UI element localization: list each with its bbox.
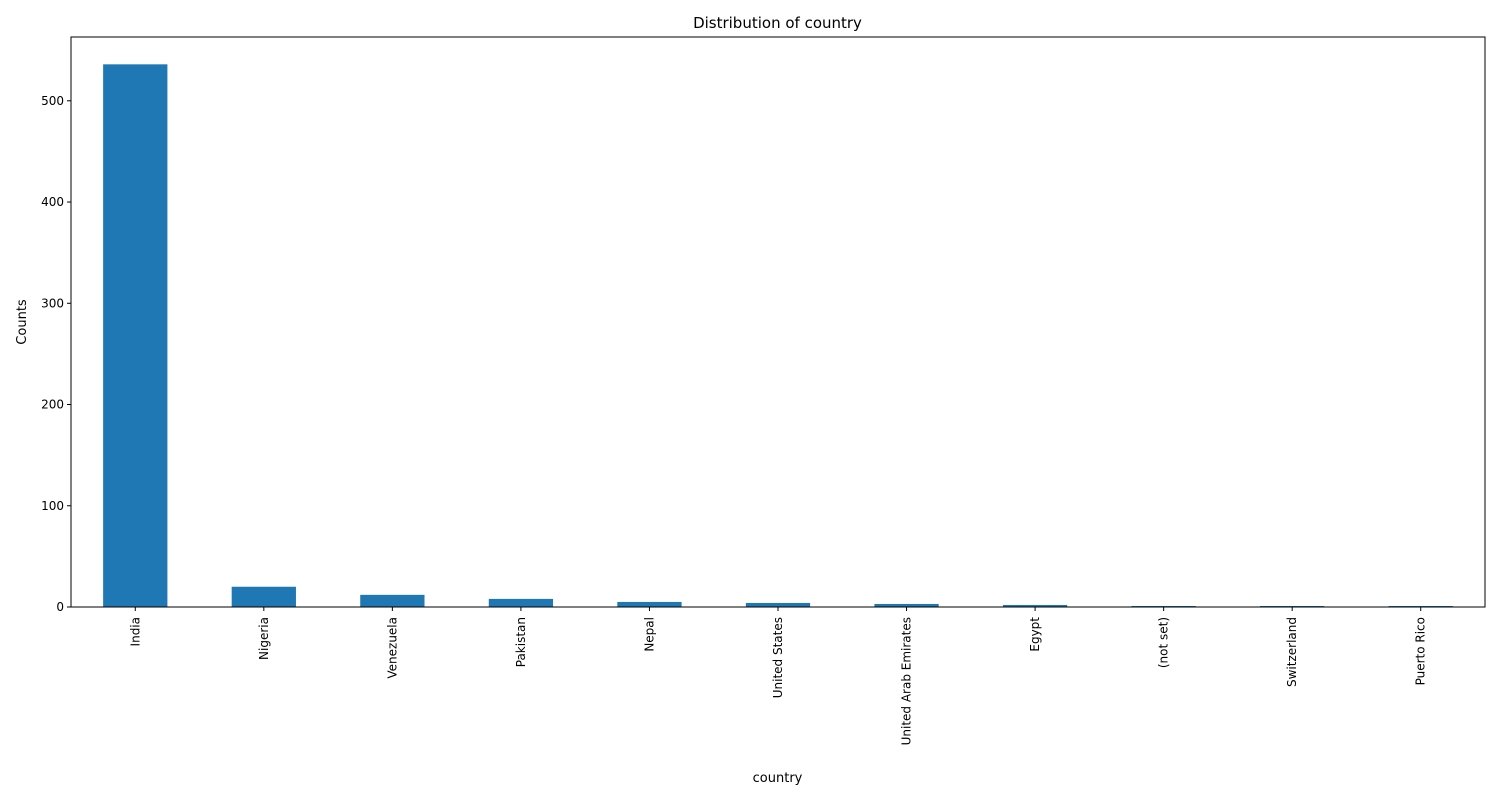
bar-0 xyxy=(103,64,168,608)
bar-5 xyxy=(745,602,811,607)
bar-4 xyxy=(617,601,682,607)
x-tick-label: (not set) xyxy=(1157,617,1171,668)
x-tick-label: United Arab Emirates xyxy=(900,617,914,745)
x-tick-label: Egypt xyxy=(1028,617,1042,652)
y-axis-label: Counts xyxy=(15,299,30,345)
y-axis-ticks: 0 100 200 300 400 500 xyxy=(41,94,71,614)
bar-2 xyxy=(360,594,425,607)
y-tick-label: 300 xyxy=(41,296,64,310)
bar-7 xyxy=(1002,604,1068,607)
axes-layer xyxy=(70,36,1486,608)
y-tick-label: 100 xyxy=(41,499,64,513)
bar-3 xyxy=(488,598,554,607)
bar-8 xyxy=(1131,605,1196,607)
x-tick-label: Switzerland xyxy=(1285,617,1299,687)
x-tick-label: Nepal xyxy=(642,617,656,652)
x-tick-label: Venezuela xyxy=(385,617,399,679)
bar-10 xyxy=(1388,605,1453,607)
y-tick-label: 400 xyxy=(41,195,64,209)
x-axis-label: country xyxy=(753,771,803,786)
x-tick-label: India xyxy=(128,617,142,646)
y-tick-label: 0 xyxy=(56,600,64,614)
x-tick-label: Puerto Rico xyxy=(1414,617,1428,685)
plot-frame xyxy=(70,36,1486,608)
y-tick-label: 500 xyxy=(41,94,64,108)
bar-9 xyxy=(1260,605,1325,607)
x-tick-label: Pakistan xyxy=(514,617,528,667)
x-axis-ticks: India Nigeria Venezuela Pakistan Nepal United… xyxy=(128,607,1428,745)
chart-title: Distribution of country xyxy=(693,14,862,32)
y-tick-label: 200 xyxy=(41,398,64,412)
bars-layer xyxy=(103,64,1453,608)
x-tick-label: Nigeria xyxy=(257,617,271,660)
bar-6 xyxy=(874,603,939,607)
x-tick-label: United States xyxy=(771,617,785,698)
bar-1 xyxy=(231,586,296,607)
